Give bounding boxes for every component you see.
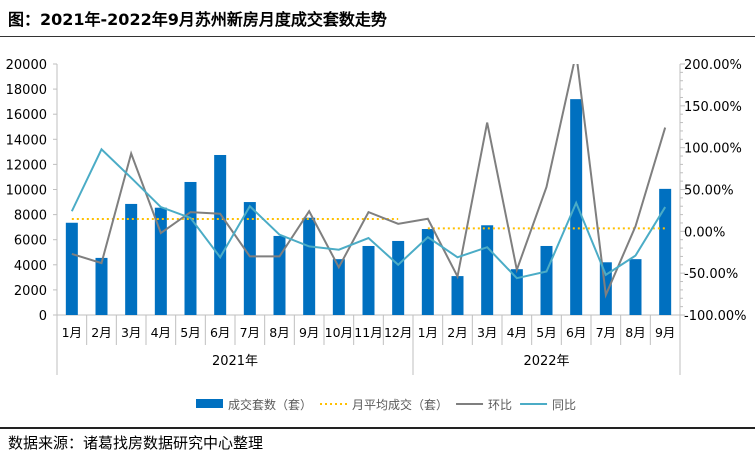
left-tick-label: 0 xyxy=(39,309,47,324)
x-tick-label: 5月 xyxy=(536,325,556,340)
bar-3月 xyxy=(481,225,494,315)
right-tick-label: 0.00% xyxy=(684,225,725,240)
legend-bar-swatch xyxy=(196,399,223,408)
right-tick-label: -100.00% xyxy=(684,309,747,324)
bar-11月 xyxy=(362,245,375,315)
left-tick-label: 6000 xyxy=(14,234,47,249)
left-tick-label: 8000 xyxy=(14,209,47,224)
x-tick-label: 10月 xyxy=(325,325,353,340)
x-tick-label: 7月 xyxy=(240,325,260,340)
bar-5月 xyxy=(184,181,197,315)
source-note: 数据来源：诸葛找房数据研究中心整理 xyxy=(8,434,264,452)
left-tick-label: 12000 xyxy=(6,158,47,173)
bar-8月 xyxy=(629,259,642,315)
chart-title: 图：2021年-2022年9月苏州新房月度成交套数走势 xyxy=(8,10,387,29)
bar-10月 xyxy=(332,259,345,315)
left-tick-label: 10000 xyxy=(6,184,47,199)
bar-7月 xyxy=(243,202,256,315)
x-tick-label: 9月 xyxy=(299,325,319,340)
yoy-line xyxy=(70,147,667,280)
x-tick-label: 1月 xyxy=(62,325,82,340)
mom-line xyxy=(71,64,667,299)
legend-label: 同比 xyxy=(552,398,576,412)
right-tick-label: 50.00% xyxy=(684,184,734,199)
right-tick-label: -50.00% xyxy=(684,267,738,282)
x-tick-label: 8月 xyxy=(269,325,289,340)
title-divider xyxy=(0,36,755,37)
x-tick-label: 7月 xyxy=(596,325,616,340)
bar-5月 xyxy=(540,245,553,315)
left-tick-label: 2000 xyxy=(14,284,47,299)
x-tick-label: 12月 xyxy=(384,325,412,340)
x-tick-label: 1月 xyxy=(418,325,438,340)
left-tick-label: 18000 xyxy=(6,83,47,98)
bar-1月 xyxy=(421,229,434,315)
year-group-label: 2022年 xyxy=(523,354,569,369)
x-tick-label: 2月 xyxy=(91,325,111,340)
bar-1月 xyxy=(65,222,78,315)
bar-9月 xyxy=(303,217,316,315)
bar-4月 xyxy=(510,269,523,315)
left-tick-label: 14000 xyxy=(6,133,47,148)
right-tick-label: 100.00% xyxy=(684,142,742,157)
left-tick-label: 20000 xyxy=(6,58,47,73)
chart: 0 2000 4000 6000 8000 10000 12000 14000 16000 180… xyxy=(6,58,747,412)
bar-2月 xyxy=(95,257,108,315)
left-tick-label: 16000 xyxy=(6,108,47,123)
x-tick-label: 4月 xyxy=(507,325,527,340)
bar-6月 xyxy=(214,154,227,315)
bar-6月 xyxy=(570,99,583,315)
x-tick-label: 5月 xyxy=(180,325,200,340)
bar-8月 xyxy=(273,235,286,315)
source-divider xyxy=(0,427,755,429)
x-tick-label: 6月 xyxy=(210,325,230,340)
x-tick-label: 8月 xyxy=(625,325,645,340)
right-tick-label: 200.00% xyxy=(684,58,742,73)
right-tick-label: 150.00% xyxy=(684,100,742,115)
x-tick-label: 3月 xyxy=(477,325,497,340)
bar-4月 xyxy=(154,207,167,315)
legend-label: 月平均成交（套） xyxy=(352,397,448,412)
x-tick-label: 11月 xyxy=(354,325,382,340)
legend-label: 成交套数（套） xyxy=(228,397,312,412)
x-tick-label: 2月 xyxy=(447,325,467,340)
x-tick-label: 4月 xyxy=(151,325,171,340)
legend-label: 环比 xyxy=(488,398,512,412)
bar-9月 xyxy=(659,188,672,315)
bar-2月 xyxy=(451,276,464,315)
x-tick-label: 6月 xyxy=(566,325,586,340)
x-tick-label: 9月 xyxy=(655,325,675,340)
x-tick-label: 3月 xyxy=(121,325,141,340)
bar-3月 xyxy=(125,203,138,315)
year-group-label: 2021年 xyxy=(212,354,258,369)
bar-12月 xyxy=(392,240,405,315)
left-tick-label: 4000 xyxy=(14,259,47,274)
